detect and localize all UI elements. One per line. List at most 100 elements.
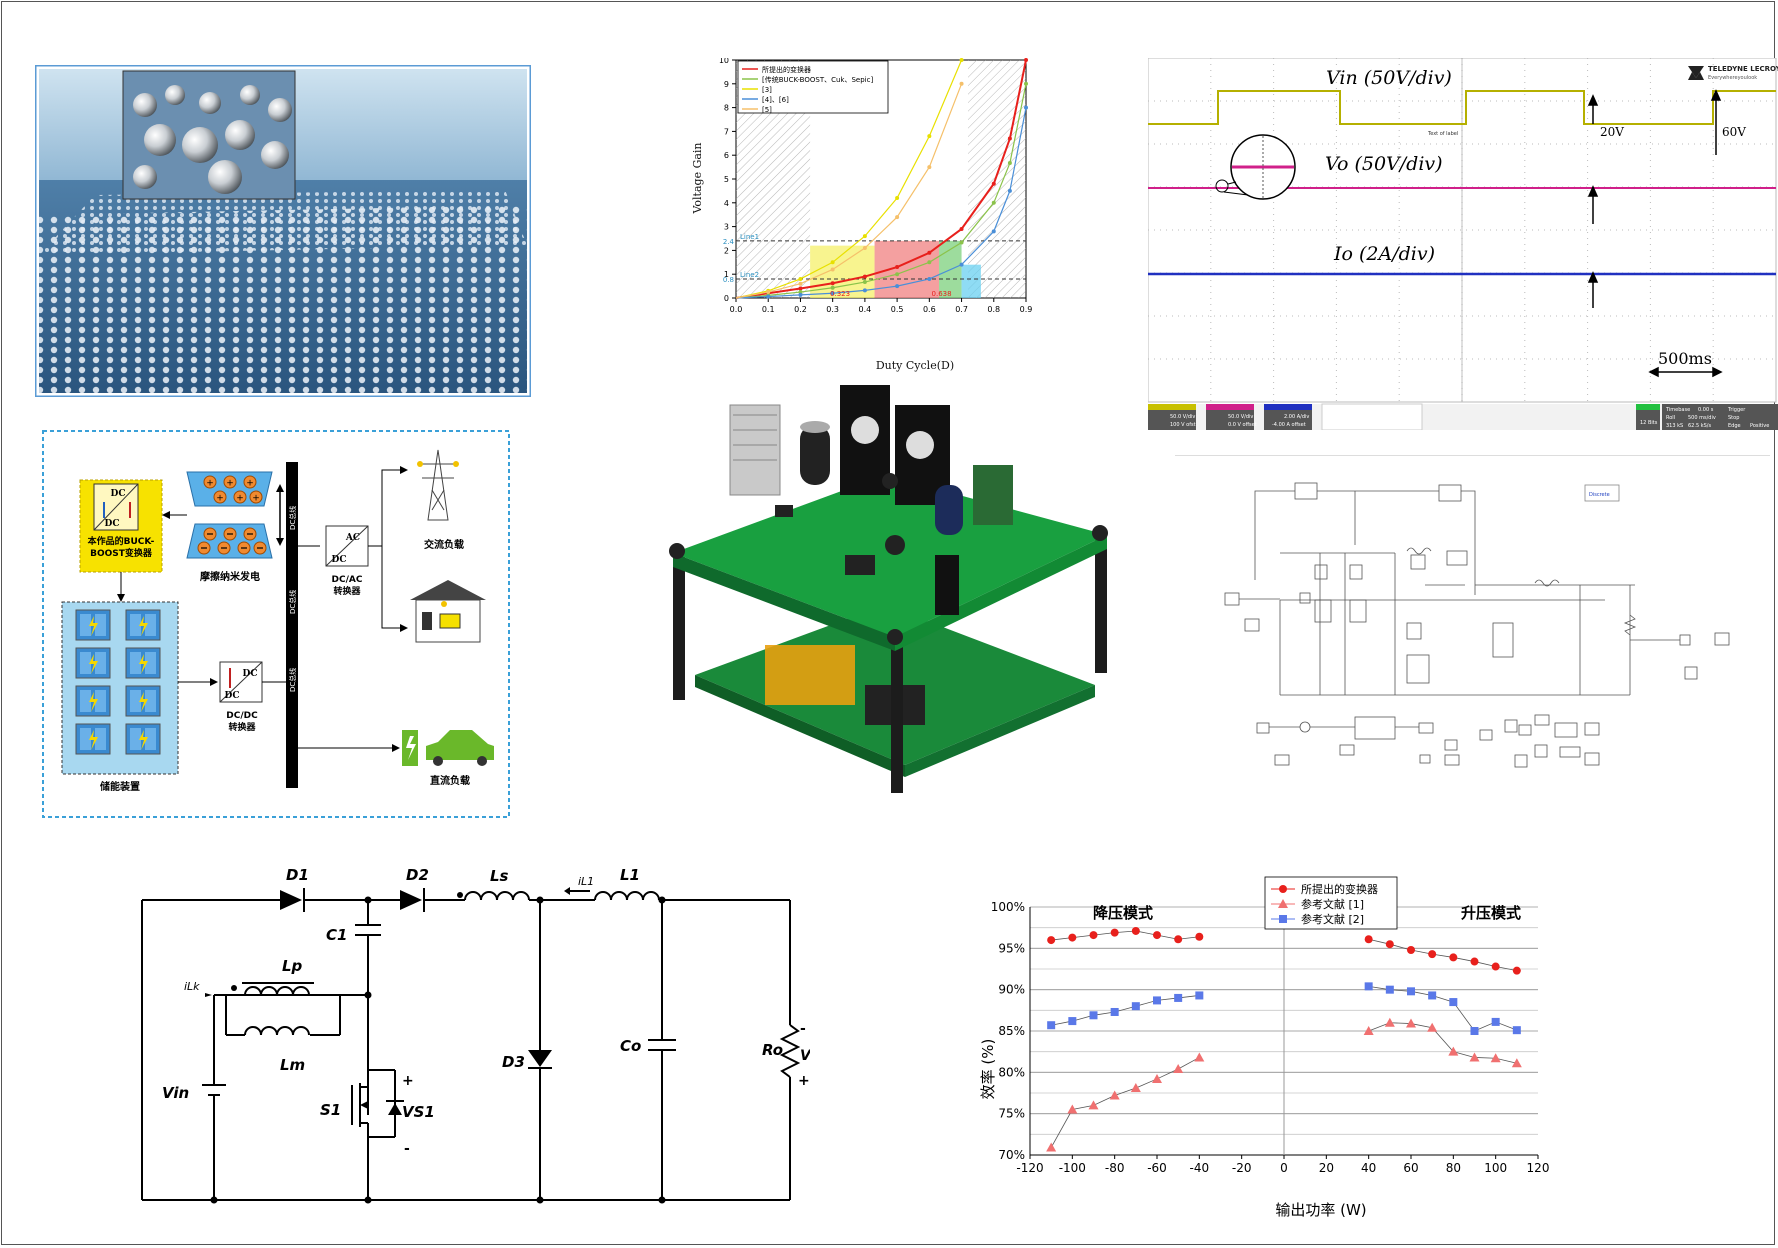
- vin-trace: [1148, 90, 1776, 125]
- eff-point: [1131, 1002, 1140, 1011]
- svg-text:+: +: [252, 494, 260, 504]
- svg-text:AC: AC: [345, 533, 360, 543]
- label-C1: C1: [326, 926, 347, 944]
- eff-point: [1068, 933, 1077, 942]
- eff-point: [1491, 962, 1500, 971]
- eff-point: [1195, 932, 1204, 941]
- gain-point: [927, 165, 932, 170]
- reference-line-label: Line2: [740, 271, 759, 279]
- eff-point: [1363, 1026, 1374, 1035]
- legend-entry: 所提出的变换器: [1301, 882, 1378, 896]
- ch2-ofst: 0.0 V offset: [1228, 422, 1257, 428]
- eff-point: [1068, 1017, 1077, 1026]
- gain-point: [895, 265, 900, 270]
- svg-text:+: +: [236, 494, 244, 504]
- eff-point: [1047, 936, 1056, 945]
- eff-point: [1110, 928, 1119, 937]
- x-tick-label: 0.0: [730, 305, 743, 314]
- gain-point: [1007, 188, 1012, 193]
- gain-point: [830, 285, 835, 290]
- x-tick-label: -20: [1232, 1161, 1252, 1175]
- timebase-val: 0.00 s: [1698, 407, 1714, 413]
- x-tick-label: -120: [1016, 1161, 1043, 1175]
- gain-point: [927, 250, 932, 255]
- gain-point: [766, 290, 771, 295]
- eff-point: [1153, 931, 1161, 940]
- dcac-label-1: DC/AC: [332, 575, 363, 585]
- eff-point: [1046, 1142, 1057, 1152]
- eff-point: [1152, 1073, 1162, 1083]
- x-tick-label: 0.1: [762, 305, 775, 314]
- legend-entry: 参考文献 [1]: [1301, 897, 1364, 911]
- gain-point: [798, 286, 803, 291]
- positive-charge-icon: [213, 490, 227, 504]
- eff-point: [1449, 953, 1458, 962]
- step-20v: 20V: [1600, 125, 1624, 139]
- gain-point: [830, 267, 835, 272]
- svg-text:DC: DC: [111, 489, 126, 499]
- reference-line-label: Line1: [740, 233, 759, 241]
- eff-xlabel: 输出功率 (W): [1275, 1201, 1366, 1219]
- dc-load-label: 直流负载: [430, 774, 470, 787]
- eff-title-left: 降压模式: [1093, 904, 1153, 922]
- y-tick-label: 5: [724, 175, 729, 184]
- eff-point: [1195, 991, 1204, 1000]
- eff-point: [1491, 1017, 1500, 1026]
- eff-point: [1428, 950, 1437, 959]
- converter-schematic-svg: D1 D2 Ls iL1 L1 C1 Lp iLk Lm Vin S1 VS1 …: [130, 855, 820, 1215]
- eff-point: [1279, 885, 1287, 893]
- storage-block: 储能装置: [61, 601, 179, 793]
- eff-point: [1449, 998, 1458, 1007]
- gain-shaded-region: [961, 264, 981, 298]
- eff-point: [1406, 1018, 1416, 1028]
- eff-title-right: 升压模式: [1461, 904, 1521, 922]
- eff-point: [1067, 1104, 1078, 1114]
- eff-point: [1364, 935, 1373, 944]
- label-Co: Co: [620, 1037, 641, 1055]
- annotation-label: 0.323: [830, 290, 850, 298]
- svg-text:+: +: [206, 479, 214, 489]
- legend-entry: 所提出的变换器: [762, 65, 811, 74]
- eff-point: [1278, 899, 1288, 908]
- positive-charge-icon: [243, 475, 257, 489]
- scope-brand: TELEDYNE LECROY: [1708, 65, 1778, 73]
- vo-label: Vo (50V/div): [1325, 153, 1443, 175]
- eff-point: [1174, 993, 1183, 1002]
- trigger-edge: Edge: [1728, 423, 1741, 429]
- dcdc-label-1: DC/DC: [226, 711, 258, 721]
- eff-point: [1512, 966, 1521, 975]
- gain-point: [798, 276, 803, 281]
- sphere-inset: [133, 85, 292, 194]
- gain-series-line: [735, 59, 963, 299]
- converter-label-1: 本作品的BUCK-: [88, 535, 155, 547]
- y-tick-label: 2: [724, 246, 729, 255]
- dcac-label-2: 转换器: [333, 585, 361, 597]
- timebase-label: Timebase: [1665, 407, 1690, 413]
- gain-point: [895, 284, 900, 289]
- gain-xlabel: Duty Cycle(D): [876, 359, 954, 372]
- label-Lp: Lp: [282, 957, 303, 975]
- x-tick-label: -80: [1105, 1161, 1125, 1175]
- triboelectric-generator: + + ++ + + 摩擦纳米发电: [186, 471, 284, 583]
- eff-point: [1470, 1027, 1479, 1035]
- tribo-label: 摩擦纳米发电: [200, 570, 260, 583]
- svg-text:+: +: [798, 1073, 810, 1089]
- eff-point: [1173, 1064, 1184, 1074]
- gain-point: [798, 290, 803, 295]
- eff-point: [1364, 982, 1373, 991]
- gain-point: [895, 196, 900, 201]
- reference-value: 2.4: [723, 238, 735, 246]
- gain-point: [991, 181, 996, 186]
- gain-point: [862, 246, 867, 251]
- legend-entry: [传统BUCK-BOOST、Cuk、Sepic]: [762, 75, 873, 84]
- gain-shaded-region: [874, 240, 939, 298]
- house-icon: [410, 580, 486, 643]
- svg-text:-: -: [800, 1021, 806, 1037]
- simulink-model: Discrete: [1175, 455, 1770, 795]
- y-tick-label: 7: [724, 127, 729, 136]
- eff-point: [1407, 945, 1415, 954]
- eff-point: [1385, 940, 1394, 949]
- svg-text:+: +: [226, 479, 234, 489]
- gain-point: [1007, 136, 1012, 141]
